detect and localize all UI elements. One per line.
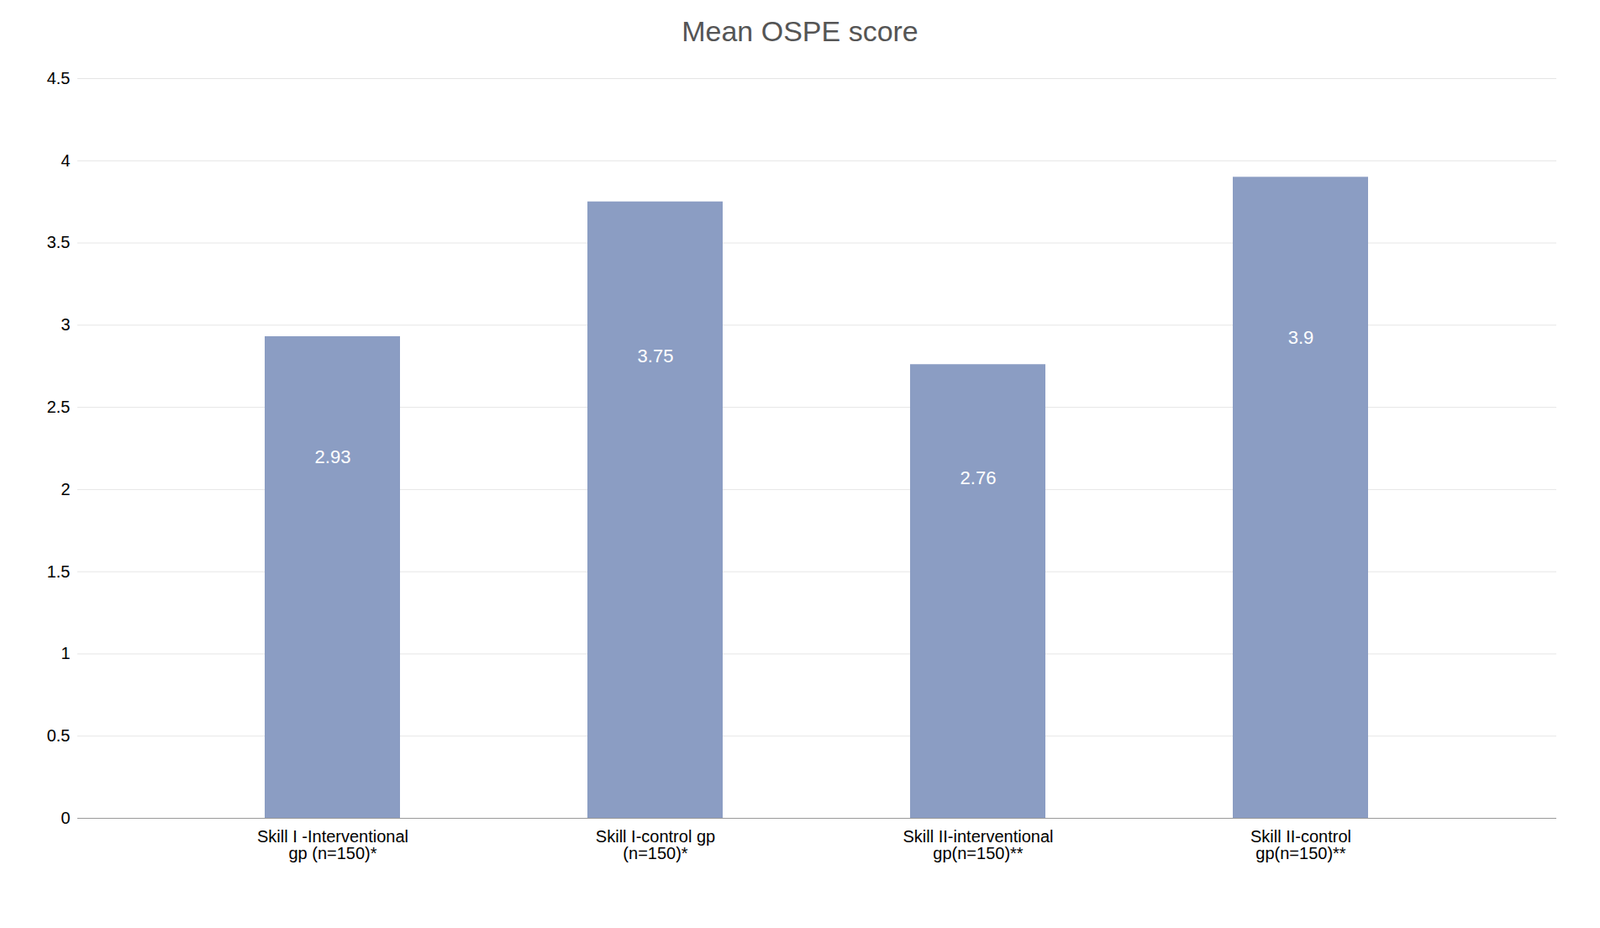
svg-text:Skill I-control gp(n=150)*: Skill I-control gp(n=150)* <box>595 826 716 863</box>
svg-text:2.5: 2.5 <box>47 397 71 416</box>
svg-text:3.75: 3.75 <box>637 345 674 367</box>
svg-text:2.76: 2.76 <box>960 467 997 489</box>
svg-text:4.5: 4.5 <box>47 68 71 88</box>
svg-text:0: 0 <box>60 808 70 827</box>
svg-text:Skill I -Interventionalgp (n=1: Skill I -Interventionalgp (n=150)* <box>257 826 409 863</box>
svg-text:1.5: 1.5 <box>47 562 71 581</box>
svg-text:Skill II-interventionalgp(n=15: Skill II-interventionalgp(n=150)** <box>903 826 1054 863</box>
svg-text:2.93: 2.93 <box>315 446 352 468</box>
svg-text:1: 1 <box>60 643 70 663</box>
svg-text:Skill II-controlgp(n=150)**: Skill II-controlgp(n=150)** <box>1250 826 1352 863</box>
svg-text:2: 2 <box>60 479 70 499</box>
svg-text:4: 4 <box>60 151 70 170</box>
html-text:Mean OSPE score: Mean OSPE score <box>681 15 919 48</box>
svg-text:0.5: 0.5 <box>47 726 71 745</box>
svg-text:3.9: 3.9 <box>1288 326 1315 348</box>
svg-text:3.5: 3.5 <box>47 232 71 252</box>
svg-text:3: 3 <box>60 315 70 334</box>
